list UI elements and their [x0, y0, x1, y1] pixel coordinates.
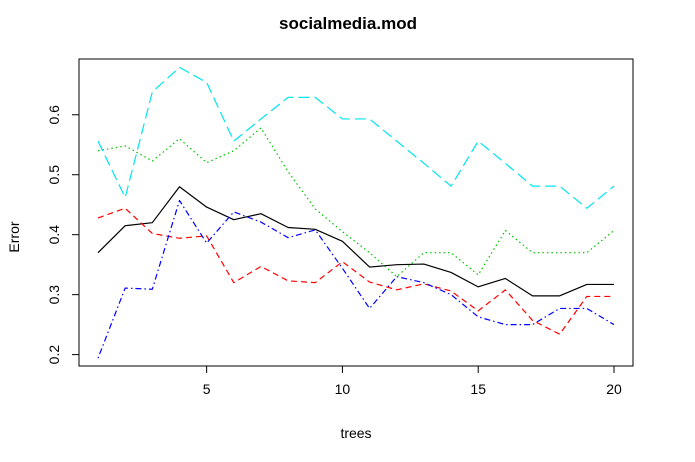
y-axis-label: Error [6, 221, 22, 252]
series-line-3 [97, 127, 615, 278]
series-layer [97, 66, 615, 359]
x-axis: 5 10 15 20 [203, 365, 622, 397]
chart-title: socialmedia.mod [279, 14, 417, 33]
x-tick-label: 5 [203, 381, 211, 397]
y-tick-label: 0.6 [46, 105, 62, 125]
x-tick-label: 15 [470, 381, 486, 397]
series-line-5 [97, 66, 615, 209]
series-line-2 [97, 207, 614, 335]
y-tick-label: 0.2 [46, 345, 62, 365]
x-tick-label: 20 [606, 381, 622, 397]
x-axis-label: trees [340, 425, 371, 441]
y-tick-label: 0.4 [46, 225, 62, 245]
series-line-1 [97, 186, 614, 297]
y-tick-label: 0.5 [46, 165, 62, 185]
y-tick-label: 0.3 [46, 285, 62, 305]
plot-frame [78, 58, 634, 367]
y-axis: 0.2 0.3 0.4 0.5 0.6 [46, 105, 80, 365]
series-line-4 [97, 199, 615, 359]
x-tick-label: 10 [335, 381, 351, 397]
